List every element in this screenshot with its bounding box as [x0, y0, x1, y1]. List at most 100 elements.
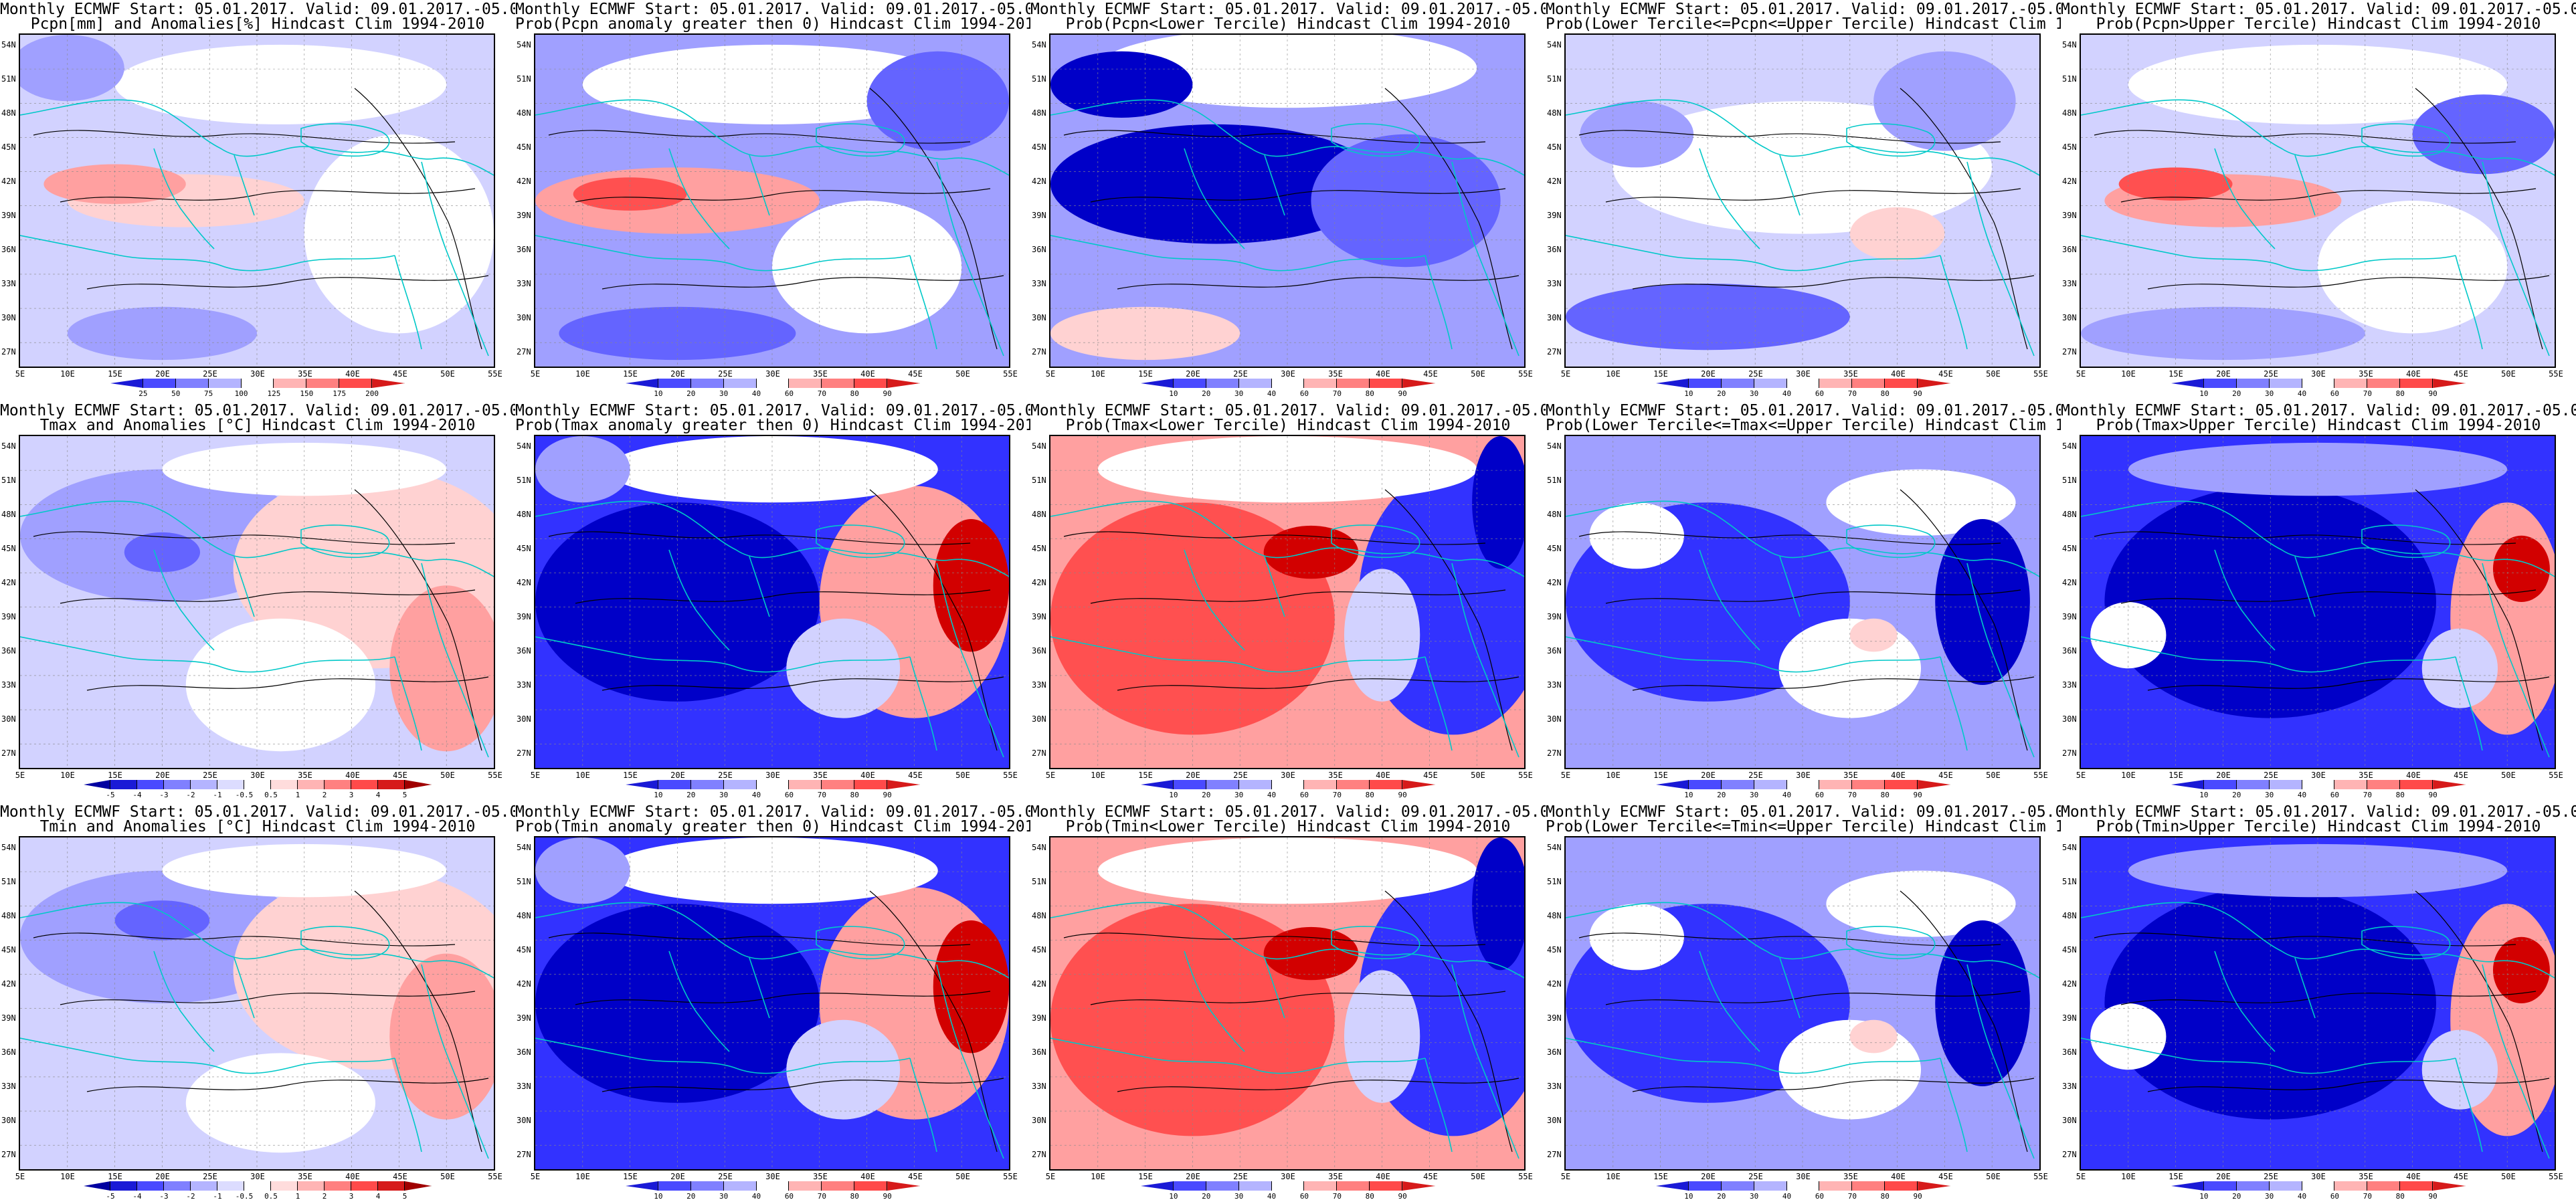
latitude-label: 45N [517, 142, 531, 152]
colorbar-label: 80 [1365, 791, 1374, 799]
latitude-label: 39N [1032, 211, 1046, 220]
latitude-label: 39N [2062, 1013, 2077, 1023]
colorbar-label: 20 [1202, 1192, 1211, 1201]
coastline [2214, 950, 2276, 1052]
longitude-label: 25E [2264, 771, 2278, 780]
colorbar-label: -5 [106, 1192, 115, 1201]
latitude-label: 30N [1, 1116, 16, 1125]
latitude-label: 42N [517, 979, 531, 989]
field-region [2421, 628, 2498, 708]
coastline [1833, 948, 2039, 979]
colorbar-label: 90 [1913, 791, 1922, 799]
latitude-label: 33N [1032, 680, 1046, 690]
colorbar-cell [191, 780, 217, 789]
colorbar-cell [887, 379, 920, 388]
field-region [1849, 1019, 1898, 1054]
colorbar-label: 0.5 [264, 791, 278, 799]
latitude-label: 42N [1032, 578, 1046, 587]
colorbar-label: 1 [295, 1192, 300, 1201]
colorbar-cell [1786, 780, 1820, 789]
longitude-label: 40E [345, 1172, 360, 1181]
coastline [153, 148, 215, 249]
colorbar-cell [658, 379, 691, 388]
coastline [535, 99, 804, 157]
longitude-label: 30E [1281, 369, 1295, 379]
longitude-label: 5E [530, 771, 541, 780]
colorbar-label: 50 [171, 389, 181, 398]
colorbar-cell [2400, 379, 2433, 388]
contour-line [2120, 991, 2537, 1005]
longitude-label: 55E [2033, 369, 2048, 379]
longitude-label: 50E [1986, 771, 2001, 780]
latitude-label: 30N [1, 313, 16, 322]
coastline [1050, 99, 1319, 157]
contour-line [2094, 130, 2516, 144]
colorbar-label: 20 [2232, 1192, 2241, 1201]
field-region [2318, 201, 2508, 334]
longitude-label: 15E [623, 771, 638, 780]
longitude-label: 5E [1560, 369, 1571, 379]
coastline [1566, 500, 1834, 559]
colorbar-label: 80 [1880, 791, 1890, 799]
latitude-label: 54N [2062, 843, 2077, 852]
colorbar-cell [208, 379, 242, 388]
coastline [1317, 146, 1524, 176]
colorbar-cell [378, 780, 405, 789]
longitude-label: 50E [1471, 1172, 1485, 1181]
latitude-label: 51N [2062, 476, 2077, 485]
longitude-label: 55E [2549, 1172, 2563, 1181]
coastline [1940, 1058, 1968, 1152]
panel-title-line1: Monthly ECMWF Start: 05.01.2017. Valid: … [515, 1, 1030, 18]
colorbar-cell [1173, 1181, 1206, 1191]
coastline [2081, 99, 2349, 157]
longitude-label: 25E [718, 369, 733, 379]
coastline [2348, 146, 2555, 176]
longitude-label: 35E [298, 771, 312, 780]
latitude-label: 42N [517, 177, 531, 186]
coastline [1424, 255, 1453, 350]
colorbar-label: 80 [1365, 1192, 1374, 1201]
colorbar-cell [756, 780, 790, 789]
colorbar-label: 40 [751, 389, 761, 398]
colorbar-label: -0.5 [235, 1192, 254, 1201]
forecast-map [2080, 435, 2556, 769]
colorbar-cell [756, 379, 790, 388]
coastline [802, 547, 1009, 577]
colorbar-label: 60 [784, 1192, 794, 1201]
latitude-label: 36N [1, 1047, 16, 1057]
colorbar-cell [271, 1181, 298, 1191]
colorbar-cell [2302, 379, 2335, 388]
colorbar-label: 100 [234, 389, 248, 398]
colorbar-cell [1754, 379, 1787, 388]
latitude-label: 36N [1547, 646, 1562, 656]
longitude-label: 15E [2169, 771, 2183, 780]
longitude-label: 55E [2033, 1172, 2048, 1181]
colorbar-cell [658, 780, 691, 789]
colorbar-cell [274, 379, 307, 388]
longitude-label: 45E [393, 369, 407, 379]
coastline [1264, 957, 1285, 1019]
latitude-label: 54N [1547, 843, 1562, 852]
colorbar-cell [822, 780, 855, 789]
contour-line [2147, 676, 2550, 691]
contour-line [86, 1078, 489, 1092]
coastline [2482, 563, 2550, 758]
longitude-label: 45E [1423, 369, 1438, 379]
coastline [2361, 123, 2451, 157]
panel-title-line2: Prob(Pcpn<Lower Tercile) Hindcast Clim 1… [1065, 15, 1511, 33]
colorbar-label: 60 [784, 791, 794, 799]
latitude-label: 45N [1547, 945, 1562, 955]
panel-title-line1: Monthly ECMWF Start: 05.01.2017. Valid: … [2061, 803, 2576, 821]
colorbar-label: 10 [1684, 1192, 1693, 1201]
coastline [1833, 547, 2039, 577]
coastline [1699, 148, 1760, 249]
latitude-label: 33N [517, 680, 531, 690]
longitude-label: 10E [2121, 1172, 2136, 1181]
longitude-label: 10E [2121, 369, 2136, 379]
field-region [2492, 535, 2550, 602]
longitude-label: 55E [1003, 1172, 1018, 1181]
colorbar-cell [1754, 780, 1787, 789]
contour-line [2147, 275, 2550, 290]
latitude-label: 39N [517, 1013, 531, 1023]
colorbar [626, 379, 920, 388]
